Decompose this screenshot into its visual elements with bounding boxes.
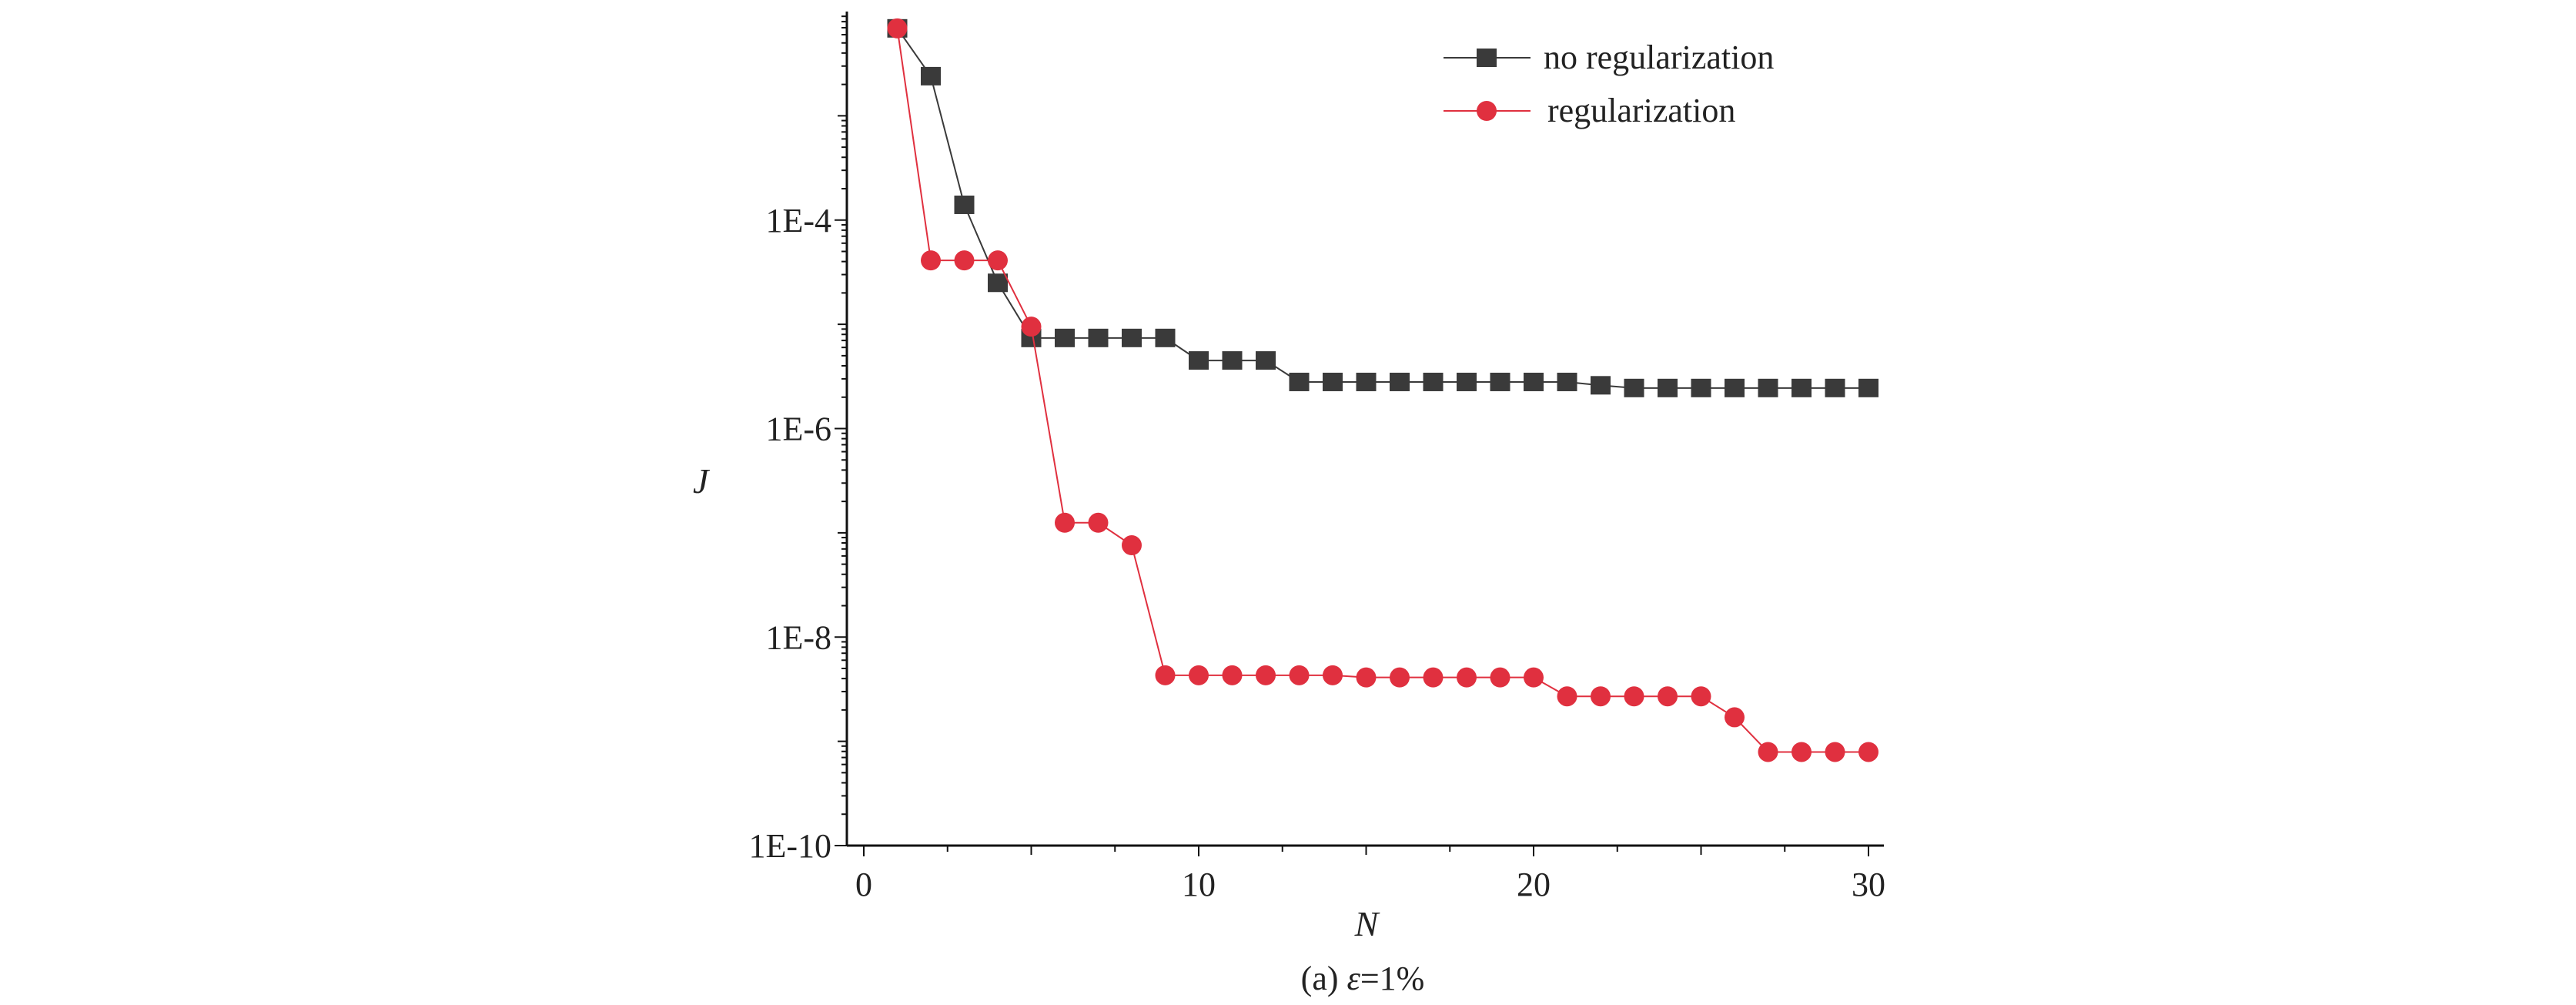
y-tick-label: 1E-6 [765,410,831,448]
data-point [921,66,941,85]
data-point [1155,665,1176,685]
data-point [1323,372,1343,391]
x-tick-label: 30 [1852,866,1885,903]
data-point [1423,667,1444,688]
x-tick-label: 10 [1182,866,1216,903]
data-point [1289,665,1310,685]
chart-caption: (a) ε=1% [1301,960,1425,997]
data-point [1055,512,1075,533]
data-point [954,250,975,271]
x-tick-label: 20 [1517,866,1551,903]
data-point [1791,378,1812,397]
legend: no regularization regularization [1444,39,1774,129]
data-point [1524,667,1544,688]
data-point [1591,686,1611,707]
data-point [1858,742,1878,762]
data-point [1356,667,1377,688]
axes: 1E-4 1E-6 1E-8 1E-10 0 10 20 30 [748,12,1885,903]
data-point [1122,535,1142,556]
data-point [1356,372,1377,391]
data-point [1557,372,1577,391]
data-point [1725,378,1745,397]
data-point [1055,328,1075,347]
data-point [1189,351,1209,370]
legend-label: regularization [1547,92,1735,129]
data-point [1289,372,1310,391]
data-point [1423,372,1444,391]
data-point [988,250,1008,271]
data-point [1390,372,1410,391]
data-point [1624,378,1644,397]
legend-label: no regularization [1544,39,1774,76]
y-tick-label: 1E-10 [748,827,831,865]
data-point [1390,667,1410,688]
data-point [988,273,1008,293]
caption-value: =1% [1360,960,1424,997]
data-point [1658,378,1678,397]
y-tick-label: 1E-8 [765,618,831,656]
data-point [1088,512,1109,533]
data-point [1591,376,1611,395]
data-point [1490,667,1510,688]
data-point [1088,328,1109,347]
data-point [1691,686,1711,707]
legend-marker-circle [1477,101,1497,121]
data-point [1155,328,1176,347]
data-point [1222,665,1243,685]
series-no-regularization [887,18,1878,397]
data-point [1122,328,1142,347]
data-point [1524,372,1544,391]
data-point [887,18,908,39]
data-point [1490,372,1510,391]
caption-prefix: (a) [1301,960,1347,997]
plot-area [887,18,1878,762]
data-point [1256,665,1276,685]
data-point [1725,707,1745,728]
data-point [1323,665,1343,685]
data-point [1222,351,1243,370]
caption-symbol: ε [1347,960,1361,997]
data-point [1758,378,1778,397]
series-line [896,28,1868,753]
y-axis-label: J [693,461,711,501]
data-point [1825,378,1845,397]
data-point [1457,372,1477,391]
y-tick-label: 1E-4 [765,202,831,240]
data-point [1256,351,1276,370]
data-point [1189,665,1209,685]
data-point [954,195,975,214]
data-point [1691,378,1711,397]
data-point [1457,667,1477,688]
data-point [1624,686,1644,707]
data-point [1858,378,1878,397]
data-point [1658,686,1678,707]
data-point [1758,742,1778,762]
data-point [921,250,941,271]
data-point [1557,686,1577,707]
data-point [1791,742,1812,762]
legend-marker-square [1477,49,1497,67]
series-line [896,28,1868,389]
series-regularization [887,18,1878,762]
data-point [1825,742,1845,762]
x-axis-label: N [1354,904,1380,943]
data-point [1021,317,1042,337]
x-tick-label: 0 [855,866,872,903]
